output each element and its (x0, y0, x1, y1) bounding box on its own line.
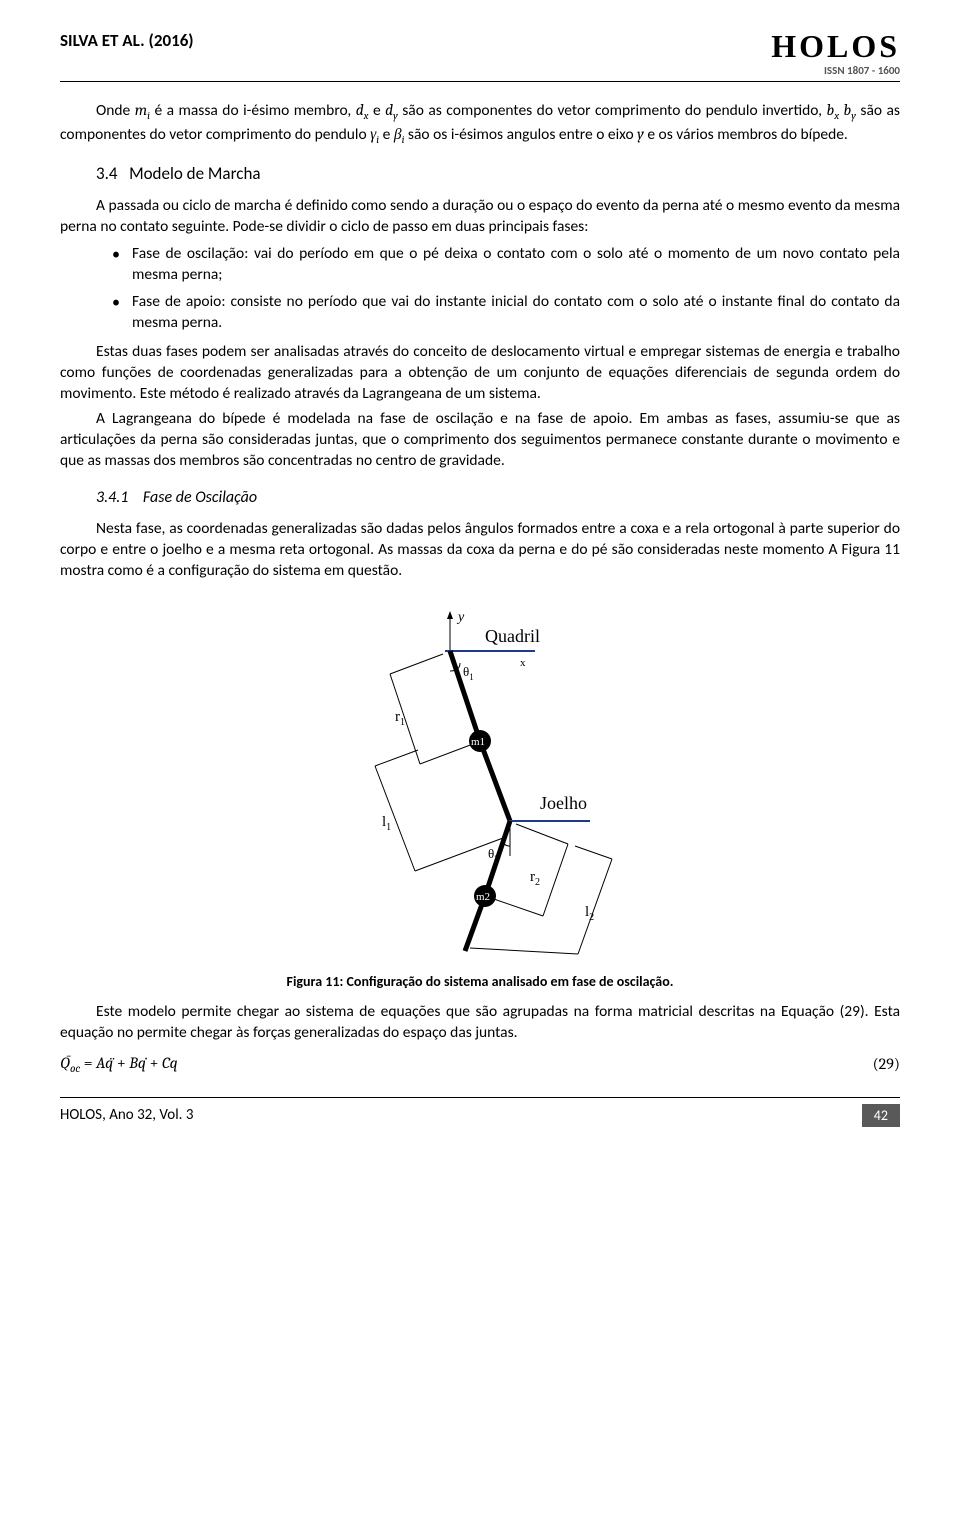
svg-text:r2: r2 (530, 869, 540, 888)
m2-label: m2 (476, 891, 490, 903)
body-content: Onde mi é a massa do i-ésimo membro, dx … (60, 100, 900, 1077)
equation-text: Q̄oc = Aq̈ + Bq̇ + Cq (60, 1053, 178, 1076)
section-number: 3.4 (96, 163, 118, 184)
svg-text:l2: l2 (585, 904, 594, 923)
diagram-svg: y x Quadril θ1 r1 (330, 596, 630, 956)
header-journal: HOLOS ISSN 1807 - 1600 (771, 30, 900, 77)
svg-text:θ1: θ1 (463, 664, 474, 682)
section-p2: Estas duas fases podem ser analisadas at… (60, 342, 900, 405)
intro-paragraph: Onde mi é a massa do i-ésimo membro, dx … (60, 100, 900, 147)
list-item: Fase de apoio: consiste no período que v… (132, 292, 900, 334)
equation-number: (29) (873, 1054, 900, 1076)
equation-29: Q̄oc = Aq̈ + Bq̇ + Cq (29) (60, 1053, 900, 1076)
header-authors: SILVA ET AL. (2016) (60, 30, 194, 51)
page-footer: HOLOS, Ano 32, Vol. 3 42 (60, 1097, 900, 1127)
axis-y-label: y (456, 610, 465, 625)
subsection-number: 3.4.1 (96, 488, 128, 507)
subsection-title: Fase de Oscilação (143, 488, 257, 507)
page-header: SILVA ET AL. (2016) HOLOS ISSN 1807 - 16… (60, 30, 900, 82)
section-heading: 3.4 Modelo de Marcha (60, 163, 900, 186)
section-p1: A passada ou ciclo de marcha é definido … (60, 196, 900, 238)
section-title: Modelo de Marcha (129, 163, 260, 184)
svg-text:r1: r1 (395, 709, 405, 728)
m1-label: m1 (471, 736, 485, 748)
section-p3: A Lagrangeana do bípede é modelada na fa… (60, 409, 900, 472)
figure-11: y x Quadril θ1 r1 (60, 596, 900, 963)
page-number: 42 (862, 1104, 900, 1127)
list-item: Fase de oscilação: vai do período em que… (132, 244, 900, 286)
joelho-label: Joelho (540, 793, 587, 813)
svg-text:l1: l1 (382, 814, 391, 833)
quadril-label: Quadril (485, 626, 540, 646)
subsection-heading: 3.4.1 Fase de Oscilação (60, 487, 900, 509)
bullet-list: Fase de oscilação: vai do período em que… (60, 244, 900, 334)
subsection-p1: Nesta fase, as coordenadas generalizadas… (60, 519, 900, 582)
figure-caption: Figura 11: Configuração do sistema anali… (60, 973, 900, 992)
issn-label: ISSN 1807 - 1600 (771, 64, 900, 77)
journal-logo: HOLOS (771, 30, 900, 62)
axis-x-label: x (520, 657, 526, 669)
figure-below-p1: Este modelo permite chegar ao sistema de… (60, 1002, 900, 1044)
footer-journal-info: HOLOS, Ano 32, Vol. 3 (60, 1106, 193, 1124)
